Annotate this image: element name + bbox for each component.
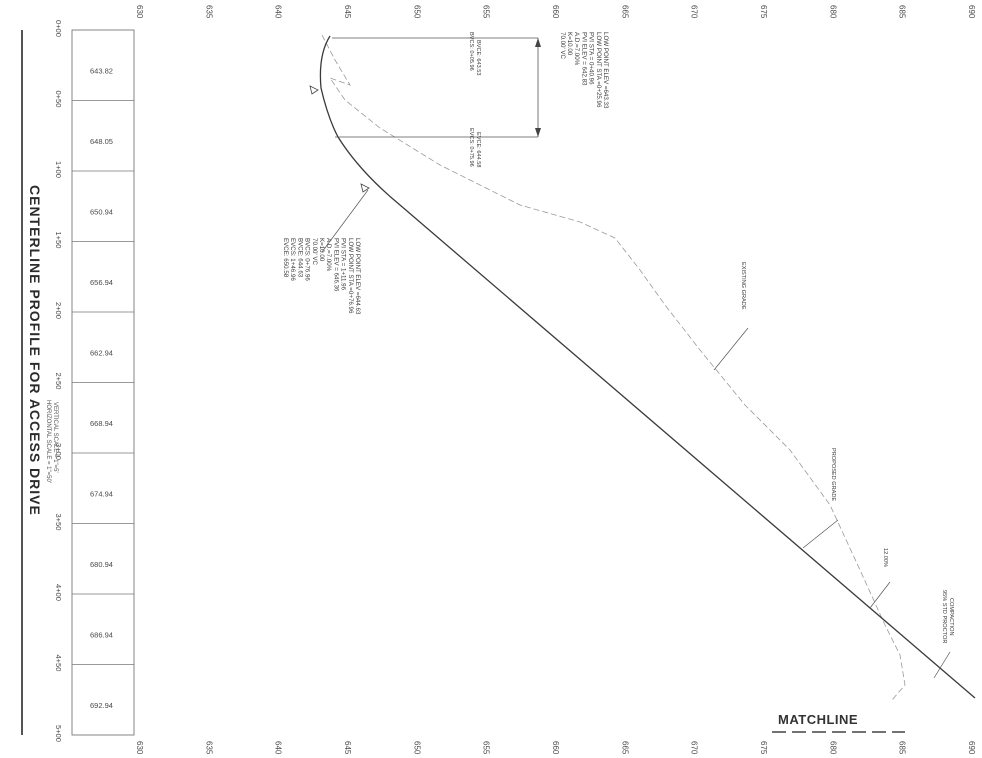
elevation-tick-top: 670 (690, 5, 699, 19)
curve1-note-line: PVI ELEV = 642.83 (580, 32, 587, 86)
elevation-tick-top: 655 (482, 5, 491, 19)
elevation-axis-top: 630 635 640 645 650 655 660 665 670 675 680 685 690 (135, 5, 976, 19)
station-elevation-value: 656.94 (90, 278, 113, 287)
elevation-tick-top: 630 (135, 5, 144, 19)
pvi-triangle-icon (309, 85, 319, 95)
curve1-note-line: PVI STA = 0+40.96 (588, 32, 595, 85)
elevation-tick-bottom: 630 (135, 741, 144, 755)
arrowhead-icon (535, 128, 541, 137)
curve2-note-line: PVI ELEV = 646.36 (332, 238, 339, 292)
elevation-tick-bottom: 685 (898, 741, 907, 755)
curve1-note-line: 70.00' VC (559, 32, 566, 60)
elevation-axis-bottom: 630 635 640 645 650 655 660 665 670 675 680 685 690 (135, 741, 976, 755)
existing-grade-callout: EXISTING GRADE (713, 262, 749, 371)
profile-title: CENTERLINE PROFILE FOR ACCESS DRIVE (27, 185, 43, 516)
curve1-bvcs: BVCS: 0+05.96 (468, 32, 474, 71)
curve2-note-line: BVCE: 644.63 (296, 238, 303, 278)
horizontal-scale: HORIZONTAL SCALE = 1"=50' (45, 400, 51, 483)
pvi-triangle-icon (360, 183, 370, 193)
slope-callout: 12.00% (869, 548, 891, 609)
station-label: 2+50 (54, 373, 63, 390)
station-label: 2+00 (54, 302, 63, 319)
title-block: CENTERLINE PROFILE FOR ACCESS DRIVE HORI… (21, 30, 58, 735)
station-elevation-value: 662.94 (90, 348, 113, 357)
station-labels: 0+00 0+50 1+00 1+50 2+00 2+50 3+00 3+50 4+00 4+50… (54, 20, 63, 742)
curve1-note-line: LOW POINT STA =0+25.96 (595, 32, 602, 108)
curve1-bvce: BVCE: 643.53 (475, 40, 481, 75)
elevation-tick-bottom: 660 (551, 741, 560, 755)
arrowhead-icon (535, 38, 541, 47)
compaction-label: COMPACTION (948, 598, 954, 636)
elevation-tick-bottom: 680 (828, 741, 837, 755)
elevation-tick-bottom: 655 (482, 741, 491, 755)
station-label: 3+50 (54, 514, 63, 531)
curve2-note-line: EVCS: 1+46.96 (289, 238, 296, 281)
proposed-grade-label: PROPOSED GRADE (830, 448, 836, 501)
station-elevation-value: 686.94 (90, 630, 113, 639)
elevation-tick-top: 685 (898, 5, 907, 19)
vertical-scale: VERTICAL SCALE = 1"=5' (52, 402, 58, 473)
station-elevation-value: 692.94 (90, 701, 113, 710)
elevation-tick-bottom: 635 (204, 741, 213, 755)
station-label: 3+00 (54, 443, 63, 460)
station-elevation-value: 648.05 (90, 137, 113, 146)
curve2-note-line: LOW POINT STA =0+76.96 (347, 238, 354, 314)
elevation-tick-top: 680 (828, 5, 837, 19)
elevation-tick-bottom: 650 (412, 741, 421, 755)
curve2-note-line: 70.00' VC (311, 238, 318, 266)
slope-label: 12.00% (882, 548, 888, 567)
curve2-note-line: EVCE: 650.58 (282, 238, 289, 278)
elevation-tick-top: 635 (204, 5, 213, 19)
elevation-tick-bottom: 690 (967, 741, 976, 755)
elevation-tick-top: 640 (274, 5, 283, 19)
elevation-tick-bottom: 665 (620, 741, 629, 755)
station-elevation-value: 643.82 (90, 66, 113, 75)
station-label: 4+00 (54, 584, 63, 601)
elevation-tick-top: 650 (412, 5, 421, 19)
station-label: 4+50 (54, 655, 63, 672)
compaction-callout: COMPACTION 95% STD PROCTOR (933, 590, 954, 679)
elevation-tick-bottom: 670 (690, 741, 699, 755)
proposed-grade-line (319, 35, 976, 699)
curve1-note-line: A.D.=7.00% (573, 32, 580, 66)
station-label: 0+00 (54, 20, 63, 37)
station-elevation-value: 680.94 (90, 560, 113, 569)
station-label: 5+00 (54, 725, 63, 742)
station-table: 643.82 648.05 650.94 656.94 662.94 668.94 674.… (71, 29, 135, 736)
elevation-tick-bottom: 675 (759, 741, 768, 755)
curve1-notes: BVCS: 0+05.96 BVCE: 643.53 EVCS: 0+75.96… (468, 32, 609, 167)
curve2-note-line: PVI STA = 1+11.96 (340, 238, 347, 291)
existing-grade-line (321, 34, 906, 701)
curve2-note-line: A.D.=7.00% (325, 238, 332, 272)
existing-grade-label: EXISTING GRADE (740, 262, 746, 310)
compaction-spec-label: 95% STD PROCTOR (941, 590, 947, 643)
elevation-tick-bottom: 640 (274, 741, 283, 755)
curve1-evcs: EVCS: 0+75.96 (468, 128, 474, 167)
station-label: 1+50 (54, 232, 63, 249)
elevation-tick-top: 665 (620, 5, 629, 19)
curve1-note-line: K=10.00 (566, 32, 573, 56)
elevation-tick-top: 675 (759, 5, 768, 19)
station-elevation-value: 668.94 (90, 419, 113, 428)
curve2-note-line: LOW POINT ELEV =644.63 (354, 238, 361, 315)
elevation-tick-bottom: 645 (343, 741, 352, 755)
curve2-note-line: K=10.00 (318, 238, 325, 262)
curve1-dimension (309, 37, 541, 138)
elevation-tick-top: 690 (967, 5, 976, 19)
matchline: MATCHLINE (772, 712, 905, 733)
elevation-tick-top: 645 (343, 5, 352, 19)
proposed-grade-callout: PROPOSED GRADE (802, 448, 839, 549)
matchline-label: MATCHLINE (778, 712, 858, 727)
station-label: 0+50 (54, 91, 63, 108)
station-elevation-value: 674.94 (90, 489, 113, 498)
curve1-evce: EVCE: 644.58 (475, 132, 481, 167)
station-elevation-value: 650.94 (90, 207, 113, 216)
curve2-note-line: BVCS: 0+76.96 (304, 238, 311, 281)
elevation-tick-top: 660 (551, 5, 560, 19)
station-label: 1+00 (54, 161, 63, 178)
curve1-note-line: LOW POINT ELEV =643.33 (602, 32, 609, 109)
